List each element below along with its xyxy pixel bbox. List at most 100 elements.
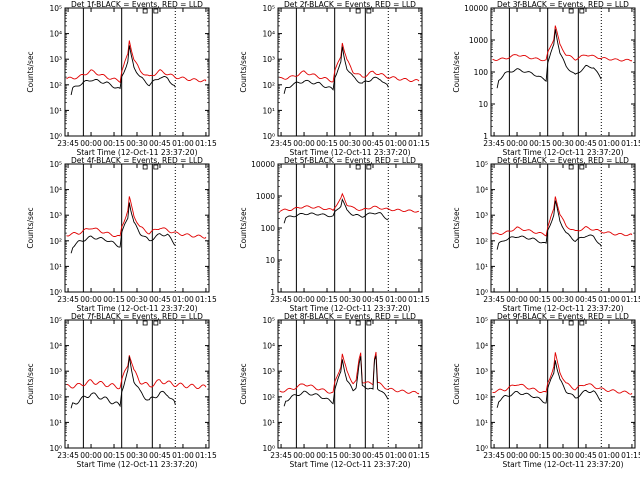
events-series-line [283,198,389,224]
x-tick-label: 01:15 [621,139,640,148]
detector-panel-8: Det 8f-BLACK = Events, RED = LLD 10⁰ 10¹ 10… [239,312,430,469]
x-tick-label: 01:15 [408,139,430,148]
x-tick-label: 00:45 [149,295,171,304]
x-tick-label: 01:00 [172,295,194,304]
x-tick-label: 00:00 [506,139,528,148]
y-tick-label: 10³ [262,55,275,64]
marker-box [355,8,361,14]
y-axis-label: Counts/sec [26,207,35,248]
y-tick-label: 10⁵ [262,316,275,325]
events-series-line [496,200,602,250]
events-series-line [496,29,602,89]
marker-box [355,164,361,170]
y-tick-label: 10⁰ [49,444,62,453]
marker-box [579,164,585,170]
lld-series-line [66,196,207,239]
plot-frame [64,7,210,137]
x-tick-label: 00:00 [80,295,102,304]
marker-box [142,8,148,14]
x-tick-label: 00:30 [552,451,574,460]
x-tick-label: 01:15 [621,295,640,304]
x-tick-label: 00:00 [80,139,102,148]
y-tick-label: 10⁰ [262,444,275,453]
x-tick-label: 01:00 [172,451,194,460]
y-tick-label: 10⁰ [49,132,62,141]
lld-series-line [492,25,633,62]
y-tick-label: 10³ [262,367,275,376]
x-axis-label: Start Time (12-Oct-11 23:37:20) [502,304,623,313]
y-tick-label: 10² [49,393,62,402]
detector-panel-1: Det 1f-BLACK = Events, RED = LLD 10⁰ 10¹ 10… [26,0,217,157]
marker-box [355,320,361,326]
x-axis-label: Start Time (12-Oct-11 23:37:20) [76,460,197,469]
x-tick-label: 23:45 [270,295,292,304]
y-tick-label: 10³ [475,211,488,220]
y-tick-label: 10³ [49,55,62,64]
y-tick-label: 10³ [475,367,488,376]
x-tick-label: 00:30 [126,295,148,304]
y-axis-label: Counts/sec [452,51,461,92]
marker-box [142,164,148,170]
y-tick-label: 1 [483,132,488,141]
detector-panel-5: Det 5f-BLACK = Events, RED = LLD 1 10 100 10… [239,156,430,313]
marker-box [366,8,372,14]
lld-series-line [279,42,420,83]
y-tick-label: 10¹ [49,262,62,271]
y-tick-label: 10¹ [475,418,488,427]
y-tick-label: 10⁴ [262,342,275,351]
x-axis-label: Start Time (12-Oct-11 23:37:20) [76,148,197,157]
y-tick-label: 1000 [256,192,275,201]
x-tick-label: 00:15 [316,451,338,460]
marker-box [153,320,159,326]
y-tick-label: 100 [261,224,276,233]
chart-title: Det 9f-BLACK = Events, RED = LLD [497,312,629,321]
x-tick-label: 00:45 [149,451,171,460]
y-tick-label: 10000 [251,160,275,169]
chart-title: Det 6f-BLACK = Events, RED = LLD [497,156,629,165]
x-tick-label: 00:45 [362,295,384,304]
events-series-line [70,45,176,96]
y-tick-label: 10000 [464,4,488,13]
x-tick-label: 23:45 [57,451,79,460]
x-tick-label: 00:00 [506,451,528,460]
events-series-line [283,355,389,407]
x-axis-label: Start Time (12-Oct-11 23:37:20) [289,148,410,157]
lld-series-line [279,192,419,213]
chart-title: Det 8f-BLACK = Events, RED = LLD [284,312,416,321]
y-axis-label: Counts/sec [239,51,248,92]
x-tick-label: 00:45 [362,139,384,148]
lld-series-line [66,40,207,84]
y-tick-label: 10² [49,237,62,246]
y-tick-label: 10⁴ [49,30,62,39]
marker-box [568,320,574,326]
y-tick-label: 1 [270,288,275,297]
x-tick-label: 00:30 [126,451,148,460]
x-tick-label: 00:45 [575,139,597,148]
y-tick-label: 10⁰ [49,288,62,297]
y-tick-label: 10¹ [262,418,275,427]
y-tick-label: 10² [262,393,275,402]
y-tick-label: 10 [265,256,275,265]
y-tick-label: 10¹ [49,418,62,427]
y-tick-label: 10² [475,393,488,402]
x-tick-label: 01:00 [172,139,194,148]
x-tick-label: 23:45 [270,139,292,148]
y-tick-label: 10⁴ [49,342,62,351]
x-tick-label: 23:45 [57,295,79,304]
x-tick-label: 01:00 [385,139,407,148]
y-tick-label: 10⁴ [49,186,62,195]
marker-box [568,164,574,170]
marker-box [153,8,159,14]
x-tick-label: 01:15 [195,451,217,460]
detector-panel-2: Det 2f-BLACK = Events, RED = LLD 10⁰ 10¹ 10… [239,0,430,157]
y-tick-label: 10³ [49,367,62,376]
x-tick-label: 00:15 [529,295,551,304]
x-axis-label: Start Time (12-Oct-11 23:37:20) [289,304,410,313]
x-tick-label: 00:00 [293,139,315,148]
x-tick-label: 00:30 [126,139,148,148]
x-axis-label: Start Time (12-Oct-11 23:37:20) [289,460,410,469]
x-tick-label: 01:00 [598,295,620,304]
x-tick-label: 00:15 [529,451,551,460]
lld-series-line [492,196,633,237]
